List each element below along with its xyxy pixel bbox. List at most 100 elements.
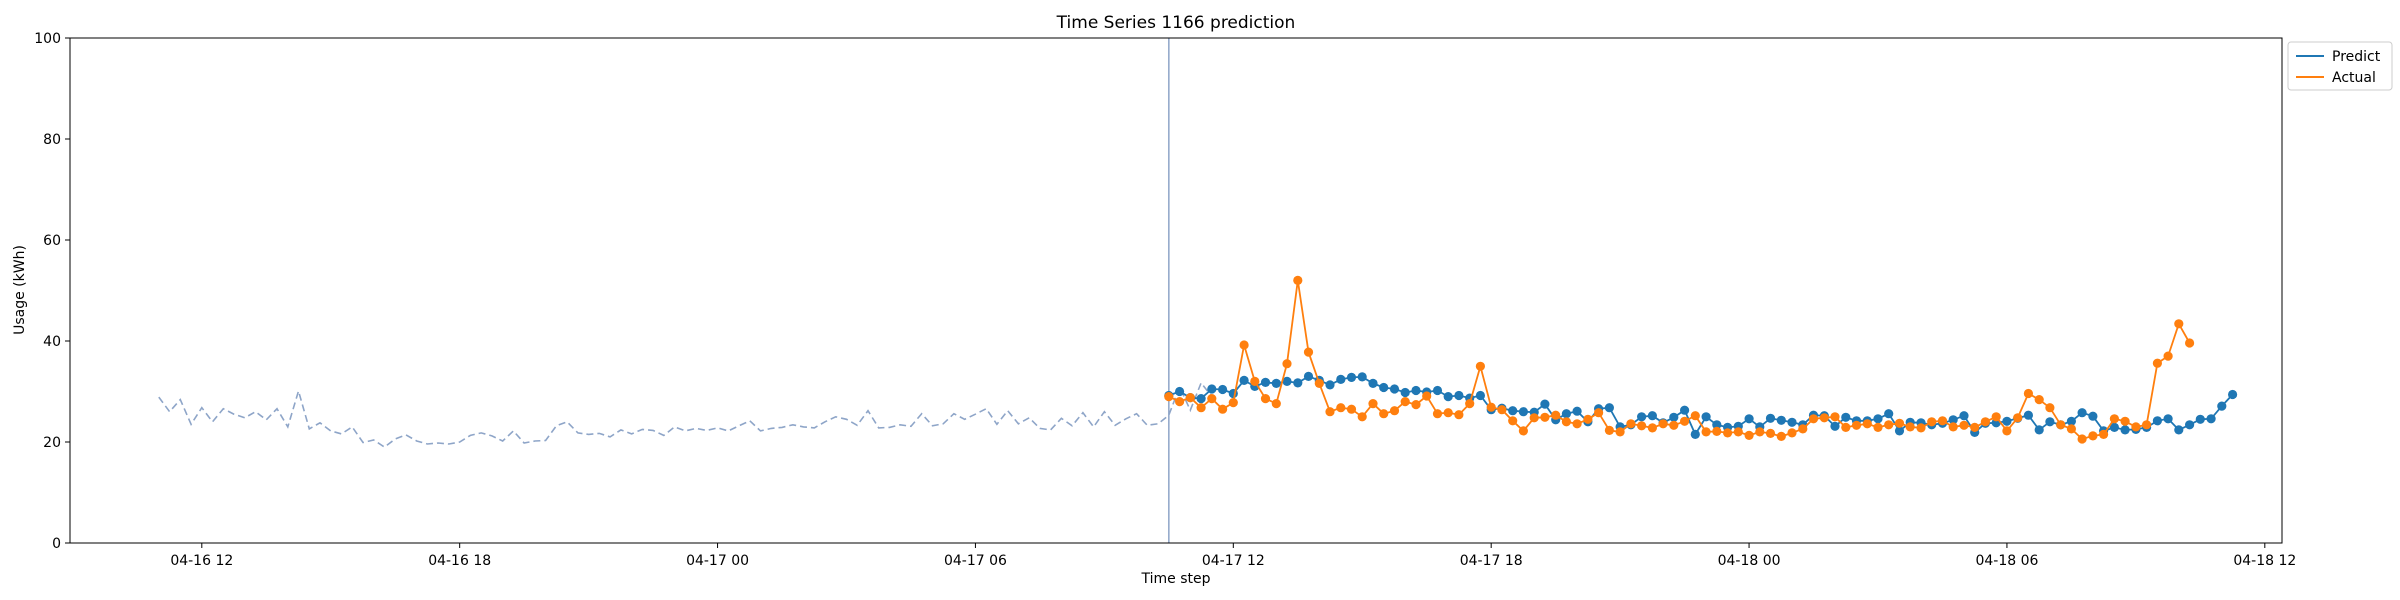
prediction-point (1561, 409, 1571, 419)
actual-point (2131, 422, 2141, 432)
y-tick-label: 40 (43, 334, 61, 350)
actual-point (1733, 427, 1743, 437)
actual-point (1615, 427, 1625, 437)
prediction-point (2217, 401, 2227, 411)
prediction-point (2077, 408, 2087, 418)
actual-point (1583, 414, 1593, 424)
x-tick-label: 04-16 18 (428, 553, 491, 569)
actual-point (2120, 416, 2130, 426)
actual-point (1475, 361, 1485, 371)
actual-point (1175, 397, 1185, 407)
actual-point (1927, 417, 1937, 427)
actual-point (1680, 416, 1690, 426)
actual-point (1798, 424, 1808, 434)
actual-point (2013, 413, 2023, 423)
prediction-point (1669, 412, 1679, 422)
prediction-point (1540, 399, 1550, 409)
prediction-point (1368, 378, 1378, 388)
y-tick-label: 80 (43, 132, 61, 148)
y-axis-title: Usage (kWh) (12, 245, 28, 335)
actual-point (1991, 412, 2001, 422)
prediction-point (2195, 414, 2205, 424)
prediction-point (1411, 385, 1421, 396)
prediction-point (1175, 386, 1185, 397)
prediction-point (1303, 371, 1314, 381)
actual-point (2066, 424, 2076, 434)
prediction-point (1518, 407, 1528, 417)
prediction-point (2120, 425, 2130, 435)
legend: Predict Actual (2287, 41, 2393, 91)
prediction-point (1196, 394, 1206, 404)
prediction-point (1282, 376, 1292, 386)
actual-point (1239, 340, 1249, 350)
actual-point (1164, 392, 1174, 402)
prediction-point (1207, 384, 1217, 394)
actual-point (1647, 423, 1657, 433)
prediction-point (1260, 377, 1271, 387)
prediction-point (1508, 406, 1518, 416)
actual-point (2088, 431, 2098, 441)
actual-point (1185, 393, 1195, 403)
prediction-point (2088, 411, 2098, 421)
actual-point (1443, 408, 1453, 418)
actual-point (1744, 430, 1754, 440)
prediction-point (1744, 414, 1754, 424)
prediction-point (1218, 384, 1228, 395)
actual-point (1637, 421, 1647, 431)
prediction-point (1379, 382, 1389, 393)
prediction-point (1400, 387, 1410, 398)
actual-point (1776, 431, 1786, 441)
prediction-point (1712, 420, 1722, 430)
actual-point (1260, 394, 1271, 404)
actual-point (2174, 319, 2184, 329)
prediction-point (1765, 413, 1776, 423)
actual-point (1819, 413, 1829, 423)
actual-point (2002, 426, 2012, 436)
actual-point (1465, 399, 1475, 409)
actual-point (1400, 397, 1410, 407)
prediction-point (1690, 429, 1700, 439)
actual-point (1937, 416, 1948, 426)
actual-point (1325, 407, 1335, 417)
x-tick-label: 04-17 18 (1460, 553, 1523, 569)
actual-point (2056, 420, 2066, 430)
actual-point (1314, 378, 1324, 388)
prediction-point (1346, 372, 1357, 382)
actual-point (1303, 347, 1314, 357)
prediction-point (1841, 412, 1851, 422)
actual-point (1690, 411, 1700, 421)
prediction-point (2023, 410, 2033, 420)
prediction-point (1894, 426, 1905, 436)
actual-point (1755, 427, 1765, 437)
y-tick-label: 0 (52, 536, 61, 552)
prediction-point (2045, 417, 2055, 427)
actual-point (1250, 376, 1260, 386)
prediction-point (1271, 378, 1281, 388)
prediction-point (1948, 415, 1958, 425)
prediction-point (1680, 405, 1690, 415)
prediction-point (1432, 385, 1443, 396)
actual-point (1851, 420, 1862, 430)
prediction-point (2228, 389, 2238, 400)
actual-point (1293, 275, 1303, 285)
y-axis: 0 20 40 60 80 100 (34, 31, 70, 552)
prediction-point (2002, 416, 2012, 426)
actual-point (2163, 351, 2173, 361)
actual-point (1207, 394, 1217, 404)
prediction-point (1884, 409, 1894, 419)
actual-point (1346, 404, 1357, 414)
history-line (158, 381, 1213, 449)
actual-point (1970, 422, 1980, 432)
prediction-point (2206, 414, 2216, 424)
prediction-point (1389, 384, 1400, 394)
prediction-point (2163, 414, 2173, 424)
actual-point (1723, 428, 1733, 438)
chart-title: Time Series 1166 prediction (1056, 13, 1296, 33)
actual-point (2099, 429, 2109, 439)
actual-point (2109, 414, 2119, 424)
actual-point (1379, 409, 1389, 419)
prediction-point (1959, 411, 1969, 421)
legend-actual-label: Actual (2332, 70, 2376, 86)
